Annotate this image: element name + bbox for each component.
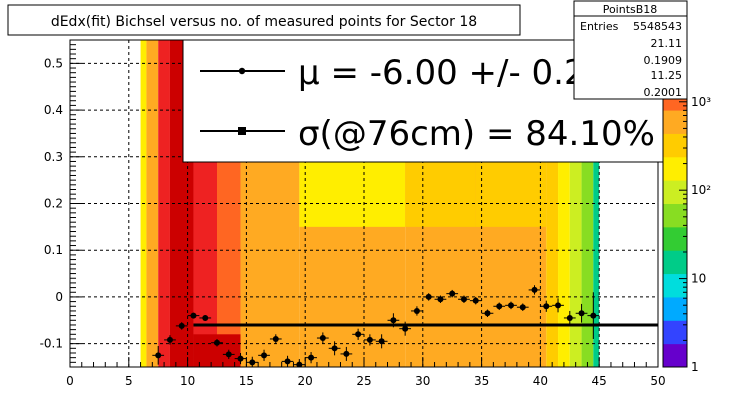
sigma-legend-text: σ(@76cm) = 84.10% [298,114,655,154]
stats-box-title: PointsB18 [603,3,658,16]
x-axis: 0 5 10 15 20 25 30 35 40 45 50 [66,357,666,388]
data-point [202,314,209,321]
data-point [413,307,420,314]
y-tick-label: -0.1 [40,337,63,351]
y-tick-label: 0.3 [44,150,63,164]
heatmap-cell [146,40,159,367]
color-scale-label: 10 [691,272,706,286]
data-point [237,355,244,362]
data-point [460,296,467,303]
stats-row-value: 21.11 [651,37,683,50]
data-point [496,303,503,310]
data-point [355,331,362,338]
data-point [178,322,185,329]
color-scale-band [663,250,687,275]
mu-legend-marker [238,67,246,75]
data-point [366,336,373,343]
data-point [472,297,479,304]
title-box [7,4,521,36]
x-tick-label: 10 [180,374,195,388]
data-point [578,310,585,317]
stats-row-value: 5548543 [633,20,682,33]
y-tick-label: 0 [55,290,63,304]
stats-row-label: Entries [580,20,619,33]
data-point [272,335,279,342]
color-scale-band [663,320,687,345]
color-scale-band [663,110,687,134]
color-scale-band [663,343,687,368]
x-tick-label: 40 [533,374,548,388]
heatmap-cell [158,40,170,367]
color-scale-band [663,203,687,228]
data-point [249,359,256,366]
data-point [378,338,385,345]
data-point [449,290,456,297]
data-point [437,296,444,303]
data-point [390,317,397,324]
color-scale-band [663,133,687,158]
color-scale-band [663,226,687,251]
x-tick-label: 25 [356,374,371,388]
data-point [531,286,538,293]
color-scale-label: 10³ [691,95,711,109]
data-point [308,354,315,361]
data-point [166,336,173,343]
data-point [590,312,597,319]
stats-box: PointsB18 Entries 5548543 21.11 0.1909 1… [573,0,688,100]
data-points [152,285,600,367]
x-tick-label: 15 [239,374,254,388]
data-point [343,350,350,357]
x-tick-label: 30 [415,374,430,388]
color-scale-label: 10² [691,183,711,197]
color-scale-band [663,273,687,298]
data-point [190,312,197,319]
data-point [566,314,573,321]
x-tick-label: 35 [474,374,489,388]
stats-row-value: 0.2001 [644,86,683,99]
stats-row-value: 0.1909 [644,54,683,67]
data-point [508,302,514,309]
color-scale-band [663,180,687,204]
data-point [425,293,432,300]
y-axis: -0.1 0 0.1 0.2 0.3 0.4 0.5 [40,39,82,363]
y-tick-label: 0.5 [44,56,63,70]
stats-box-frame [573,0,688,100]
data-point [261,352,268,359]
data-point [214,339,220,346]
x-tick-label: 45 [592,374,607,388]
color-scale-band [663,296,687,321]
stats-row-value: 11.25 [651,69,683,82]
data-point [319,335,326,342]
y-tick-label: 0.4 [44,103,63,117]
x-tick-label: 50 [650,374,665,388]
x-tick-label: 5 [125,374,133,388]
sigma-legend-marker [238,127,246,135]
data-point [284,358,291,365]
data-point [155,352,162,359]
data-point [402,325,409,332]
heatmap-cell [593,40,600,367]
color-scale-label: 1 [691,360,699,374]
chart-title: dEdx(fit) Bichsel versus no. of measured… [51,14,477,30]
data-point [519,304,526,311]
x-tick-label: 20 [298,374,313,388]
data-point [484,310,491,317]
y-tick-label: 0.2 [44,197,63,211]
data-point [555,302,562,309]
color-scale-band [663,156,687,181]
x-tick-label: 0 [66,374,74,388]
y-tick-label: 0.1 [44,243,63,257]
data-point [225,351,232,358]
data-point [331,345,338,352]
data-point [543,303,550,310]
data-point [296,361,303,367]
